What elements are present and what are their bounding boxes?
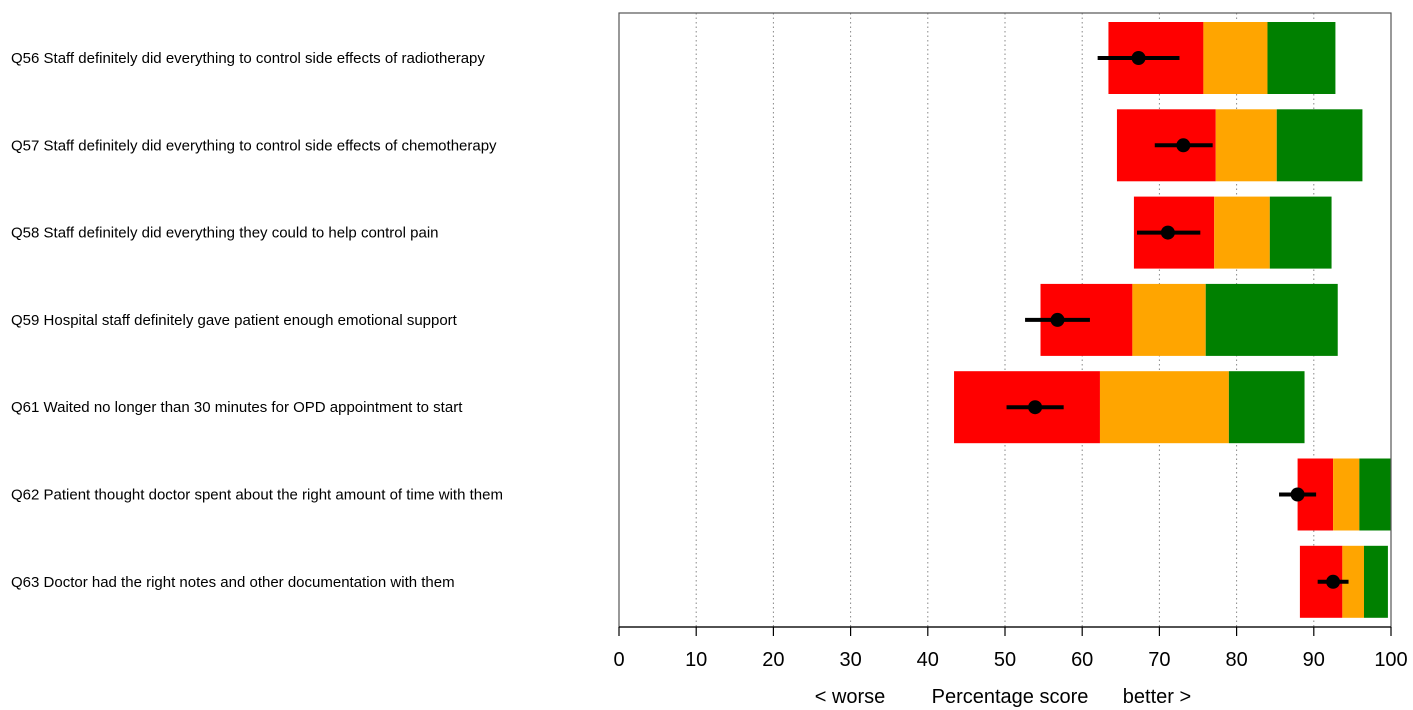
score-point xyxy=(1131,51,1146,65)
band-upper xyxy=(1267,22,1336,94)
question-labels: Q56 Staff definitely did everything to c… xyxy=(11,50,503,591)
band-upper xyxy=(1228,371,1305,444)
x-tick-label: 80 xyxy=(1225,649,1247,671)
x-axis-title-group: < worse Percentage score better > xyxy=(815,686,1191,708)
question-label: Q62 Patient thought doctor spent about t… xyxy=(11,487,503,504)
x-tick-label: 40 xyxy=(917,649,939,671)
bar-row xyxy=(1097,22,1336,94)
x-axis: 0 10 20 30 40 50 60 70 80 90 100 xyxy=(613,626,1408,671)
x-tick-label: 70 xyxy=(1148,649,1170,671)
bar-row xyxy=(1133,196,1332,269)
x-tick-label: 50 xyxy=(994,649,1016,671)
band-middle xyxy=(1333,458,1360,531)
question-label: Q61 Waited no longer than 30 minutes for… xyxy=(11,399,463,416)
question-label: Q56 Staff definitely did everything to c… xyxy=(11,50,485,67)
question-label: Q63 Doctor had the right notes and other… xyxy=(11,574,455,591)
band-middle xyxy=(1132,283,1206,356)
band-middle xyxy=(1214,196,1270,269)
band-upper xyxy=(1205,283,1338,356)
x-axis-title: Percentage score xyxy=(932,686,1089,708)
score-point xyxy=(1290,487,1305,502)
x-tick-label: 90 xyxy=(1303,649,1325,671)
score-point xyxy=(1028,400,1043,415)
score-point xyxy=(1176,138,1191,153)
bar-row xyxy=(1299,545,1388,618)
question-label: Q58 Staff definitely did everything they… xyxy=(11,225,439,242)
band-upper xyxy=(1363,545,1388,618)
band-middle xyxy=(1203,22,1268,94)
band-upper xyxy=(1269,196,1332,269)
band-middle xyxy=(1342,545,1364,618)
band-middle xyxy=(1215,109,1277,182)
x-tick-label: 60 xyxy=(1071,649,1093,671)
score-point xyxy=(1050,312,1065,327)
bar-row xyxy=(954,371,1305,444)
x-tick-label: 20 xyxy=(762,649,784,671)
x-tick-label: 100 xyxy=(1374,649,1407,671)
band-upper xyxy=(1359,458,1391,531)
bar-row xyxy=(1025,283,1338,356)
bar-row xyxy=(1279,458,1391,531)
bar-rows xyxy=(954,22,1391,618)
x-axis-worse-label: < worse xyxy=(815,686,886,708)
x-tick-label: 10 xyxy=(685,649,707,671)
x-tick-label: 30 xyxy=(839,649,861,671)
score-point xyxy=(1326,574,1341,589)
score-point xyxy=(1160,225,1175,240)
question-label: Q57 Staff definitely did everything to c… xyxy=(11,137,497,154)
question-label: Q59 Hospital staff definitely gave patie… xyxy=(11,312,458,329)
bar-row xyxy=(1116,109,1363,182)
x-axis-better-label: better > xyxy=(1123,686,1191,708)
band-upper xyxy=(1276,109,1363,182)
band-middle xyxy=(1099,371,1229,444)
x-tick-label: 0 xyxy=(613,649,624,671)
